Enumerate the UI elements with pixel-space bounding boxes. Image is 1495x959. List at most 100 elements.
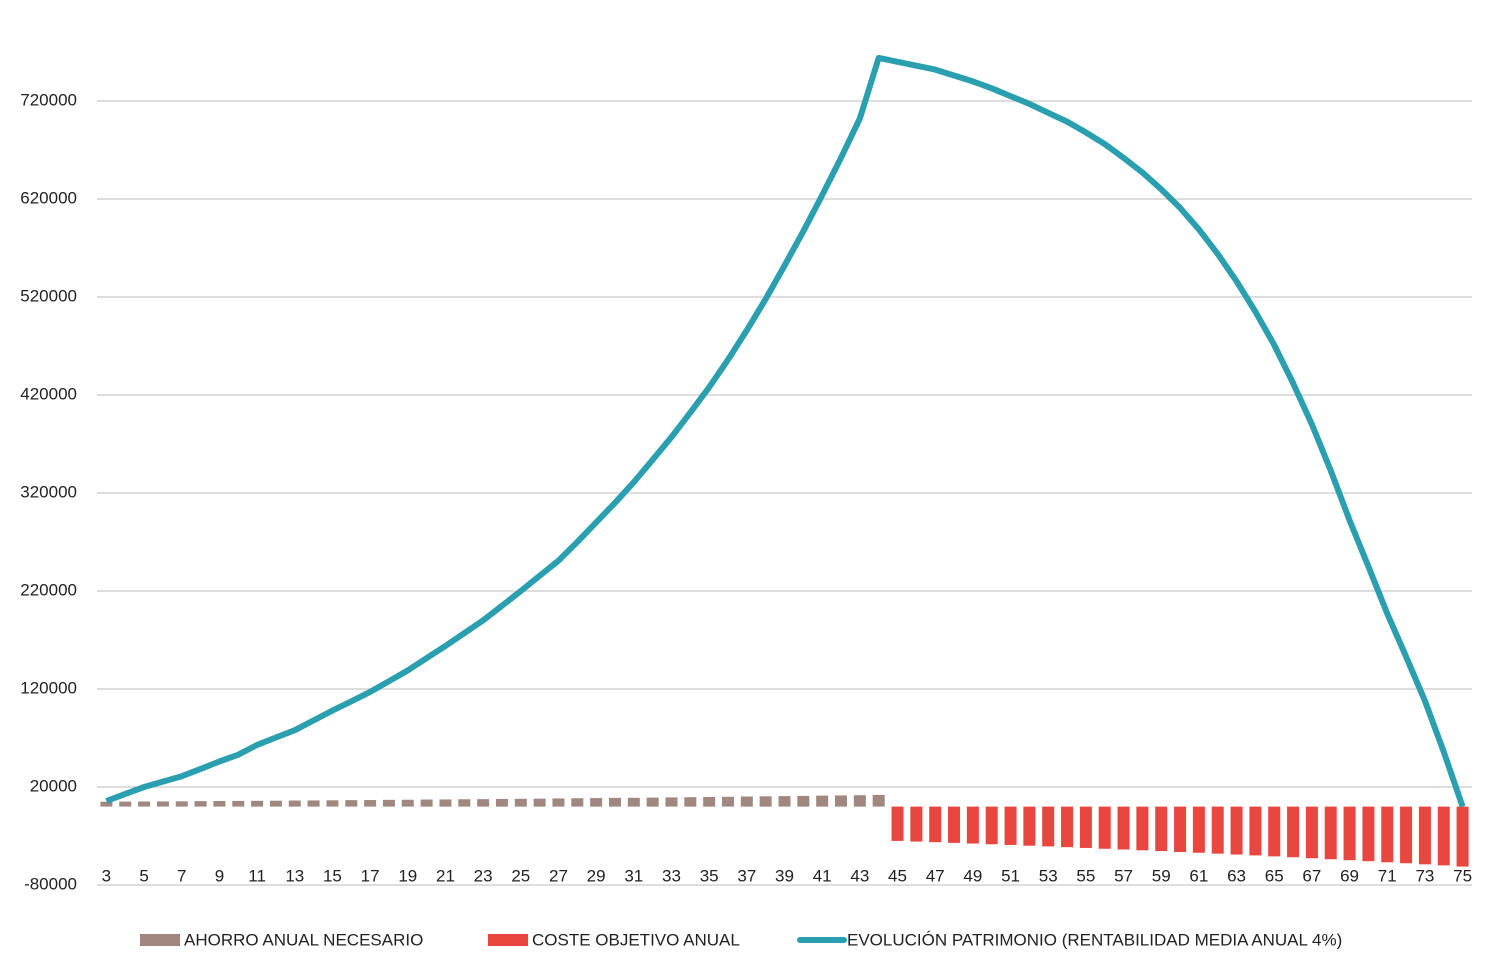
x-tick-label: 11 [248,866,266,885]
x-tick-label: 7 [177,866,186,885]
bar [1042,806,1055,847]
x-tick-label: 59 [1152,866,1171,885]
x-tick-label: 61 [1189,866,1208,885]
x-tick-label: 15 [323,866,342,885]
bar [232,800,245,807]
legend-label: COSTE OBJETIVO ANUAL [532,930,740,949]
bar [759,796,772,807]
bar [740,796,753,807]
bar [1004,806,1017,845]
bar [816,795,829,807]
bar [1287,806,1300,858]
bar [1268,806,1281,857]
x-tick-label: 39 [775,866,794,885]
bar [1437,806,1450,866]
x-tick-label: 43 [850,866,869,885]
legend-swatch [488,934,528,946]
bar [156,801,169,807]
y-tick-label: 720000 [20,90,77,109]
bar [778,796,791,807]
bar [853,795,866,807]
bar [1400,806,1413,864]
bar [1136,806,1149,851]
bar [571,798,584,807]
x-tick-label: 33 [662,866,681,885]
bar [627,797,640,807]
x-tick-label: 41 [813,866,832,885]
bar [985,806,998,845]
bar [608,797,621,807]
legend-swatch [140,934,180,946]
x-tick-label: 51 [1001,866,1020,885]
bar [364,800,377,807]
bar [665,797,678,807]
x-tick-label: 5 [139,866,148,885]
bar [1456,806,1469,867]
bar [288,800,301,807]
bar [910,806,923,842]
x-tick-label: 57 [1114,866,1133,885]
bar [1211,806,1224,854]
bar [835,795,848,807]
bar [948,806,961,843]
x-tick-label: 17 [361,866,380,885]
bar [1061,806,1074,848]
bar [1192,806,1205,853]
bar [326,800,339,807]
bar [891,806,904,841]
y-tick-label: -80000 [24,874,77,893]
x-tick-label: 63 [1227,866,1246,885]
bar [345,800,358,807]
x-tick-label: 65 [1265,866,1284,885]
x-tick-label: 49 [963,866,982,885]
bar [1362,806,1375,862]
y-tick-label: 220000 [20,580,77,599]
y-tick-label: 320000 [20,482,77,501]
bar [307,800,320,807]
x-tick-label: 9 [215,866,224,885]
bar [721,796,734,807]
x-tick-label: 3 [102,866,111,885]
bar [1023,806,1036,846]
bar [495,798,508,807]
bar [929,806,942,843]
x-tick-label: 31 [624,866,643,885]
bar [420,799,433,807]
bar [119,801,132,807]
bar [1117,806,1130,850]
bar [1381,806,1394,863]
bar [1230,806,1243,855]
bar [382,799,395,807]
bar [872,794,885,807]
bar [684,797,697,807]
bar [138,801,151,807]
bar [1305,806,1318,859]
x-tick-label: 67 [1302,866,1321,885]
bar [269,800,282,807]
x-tick-label: 29 [587,866,606,885]
x-tick-label: 35 [700,866,719,885]
x-tick-label: 73 [1415,866,1434,885]
x-tick-label: 75 [1453,866,1472,885]
bar [552,798,565,807]
bar [439,799,452,807]
x-tick-label: 13 [285,866,304,885]
bar [251,800,264,807]
bar [966,806,979,844]
bar [590,798,603,807]
x-tick-label: 27 [549,866,568,885]
bar [1343,806,1356,861]
x-tick-label: 69 [1340,866,1359,885]
bar [646,797,659,807]
x-tick-label: 19 [398,866,417,885]
x-tick-label: 47 [926,866,945,885]
y-tick-label: 620000 [20,188,77,207]
x-tick-label: 21 [436,866,455,885]
bar [514,798,527,807]
bar [1098,806,1111,849]
x-tick-label: 53 [1039,866,1058,885]
bar [401,799,414,807]
bar [1249,806,1262,856]
bar [1174,806,1187,852]
